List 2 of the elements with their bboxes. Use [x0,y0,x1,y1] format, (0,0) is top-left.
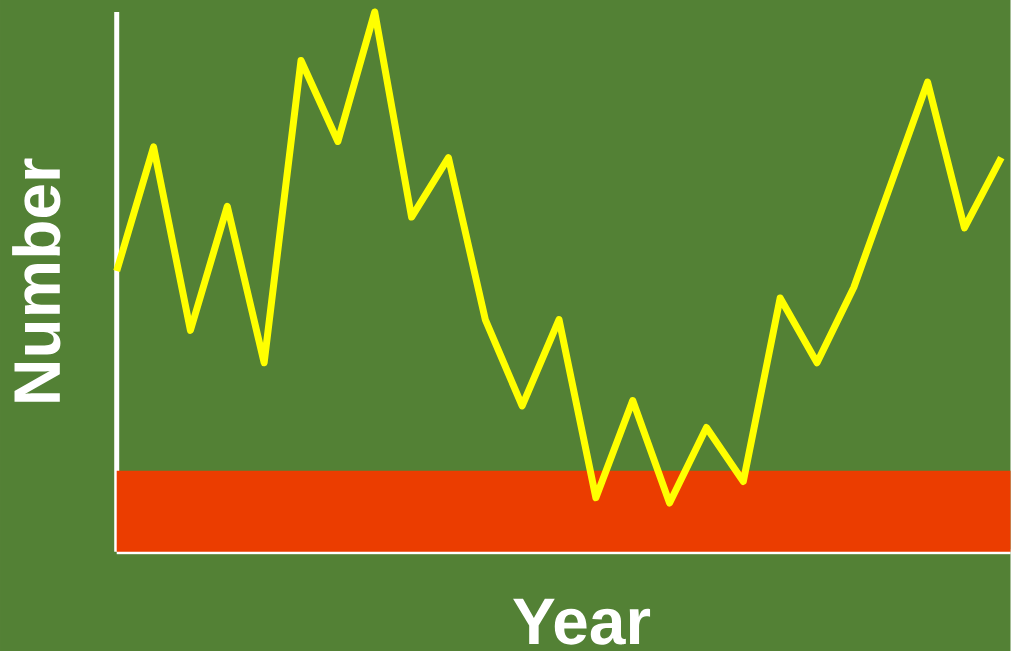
x-axis-title: Year [513,598,651,645]
y-axis-title: Number [12,158,61,402]
